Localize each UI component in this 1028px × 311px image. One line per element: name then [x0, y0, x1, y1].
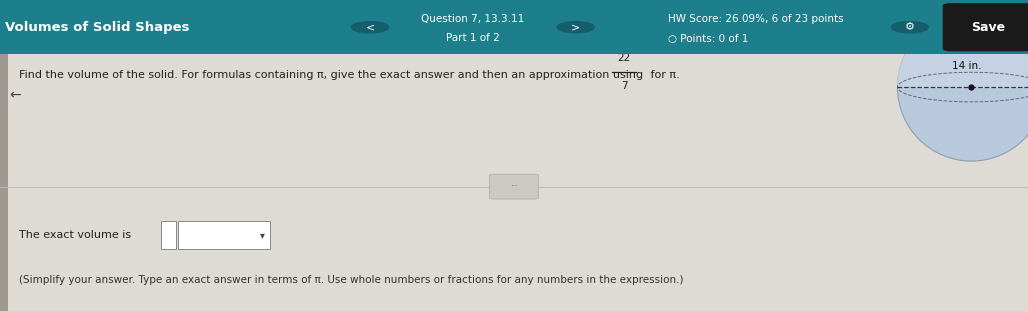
FancyBboxPatch shape — [0, 0, 1028, 54]
Text: 7: 7 — [621, 81, 627, 91]
Circle shape — [891, 22, 928, 33]
Ellipse shape — [897, 13, 1028, 161]
Text: <: < — [366, 22, 374, 32]
Text: 22: 22 — [618, 53, 630, 63]
FancyBboxPatch shape — [489, 174, 539, 199]
Text: for π.: for π. — [647, 70, 680, 80]
FancyBboxPatch shape — [178, 221, 270, 249]
FancyBboxPatch shape — [161, 221, 176, 249]
FancyBboxPatch shape — [943, 3, 1028, 51]
Text: Find the volume of the solid. For formulas containing π, give the exact answer a: Find the volume of the solid. For formul… — [19, 70, 642, 80]
Text: The exact volume is: The exact volume is — [19, 230, 131, 240]
FancyBboxPatch shape — [0, 54, 8, 311]
Text: Question 7, 13.3.11: Question 7, 13.3.11 — [421, 14, 524, 24]
Circle shape — [352, 22, 389, 33]
Polygon shape — [897, 13, 1028, 87]
Text: Volumes of Solid Shapes: Volumes of Solid Shapes — [5, 21, 189, 34]
Text: ▾: ▾ — [260, 230, 264, 240]
Text: ○ Points: 0 of 1: ○ Points: 0 of 1 — [668, 34, 748, 44]
Text: ←: ← — [9, 89, 21, 103]
Text: >: > — [572, 22, 580, 32]
Text: Save: Save — [970, 21, 1005, 34]
Text: 14 in.: 14 in. — [952, 61, 981, 71]
Text: ···: ··· — [511, 182, 517, 191]
Text: Part 1 of 2: Part 1 of 2 — [446, 33, 500, 43]
Text: HW Score: 26.09%, 6 of 23 points: HW Score: 26.09%, 6 of 23 points — [668, 14, 844, 24]
Text: (Simplify your answer. Type an exact answer in terms of π. Use whole numbers or : (Simplify your answer. Type an exact ans… — [19, 275, 683, 285]
Text: ⚙: ⚙ — [905, 22, 915, 32]
Circle shape — [557, 22, 594, 33]
